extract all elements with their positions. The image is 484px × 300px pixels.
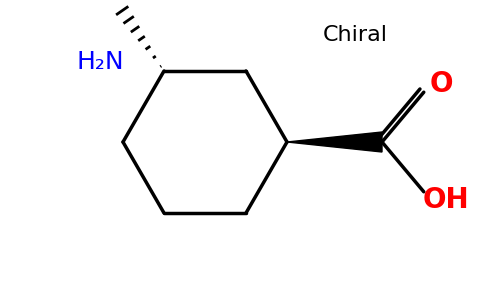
Text: H₂N: H₂N — [76, 50, 124, 74]
Text: OH: OH — [423, 186, 469, 214]
Text: O: O — [430, 70, 454, 98]
Polygon shape — [287, 132, 382, 152]
Text: Chiral: Chiral — [322, 25, 388, 45]
